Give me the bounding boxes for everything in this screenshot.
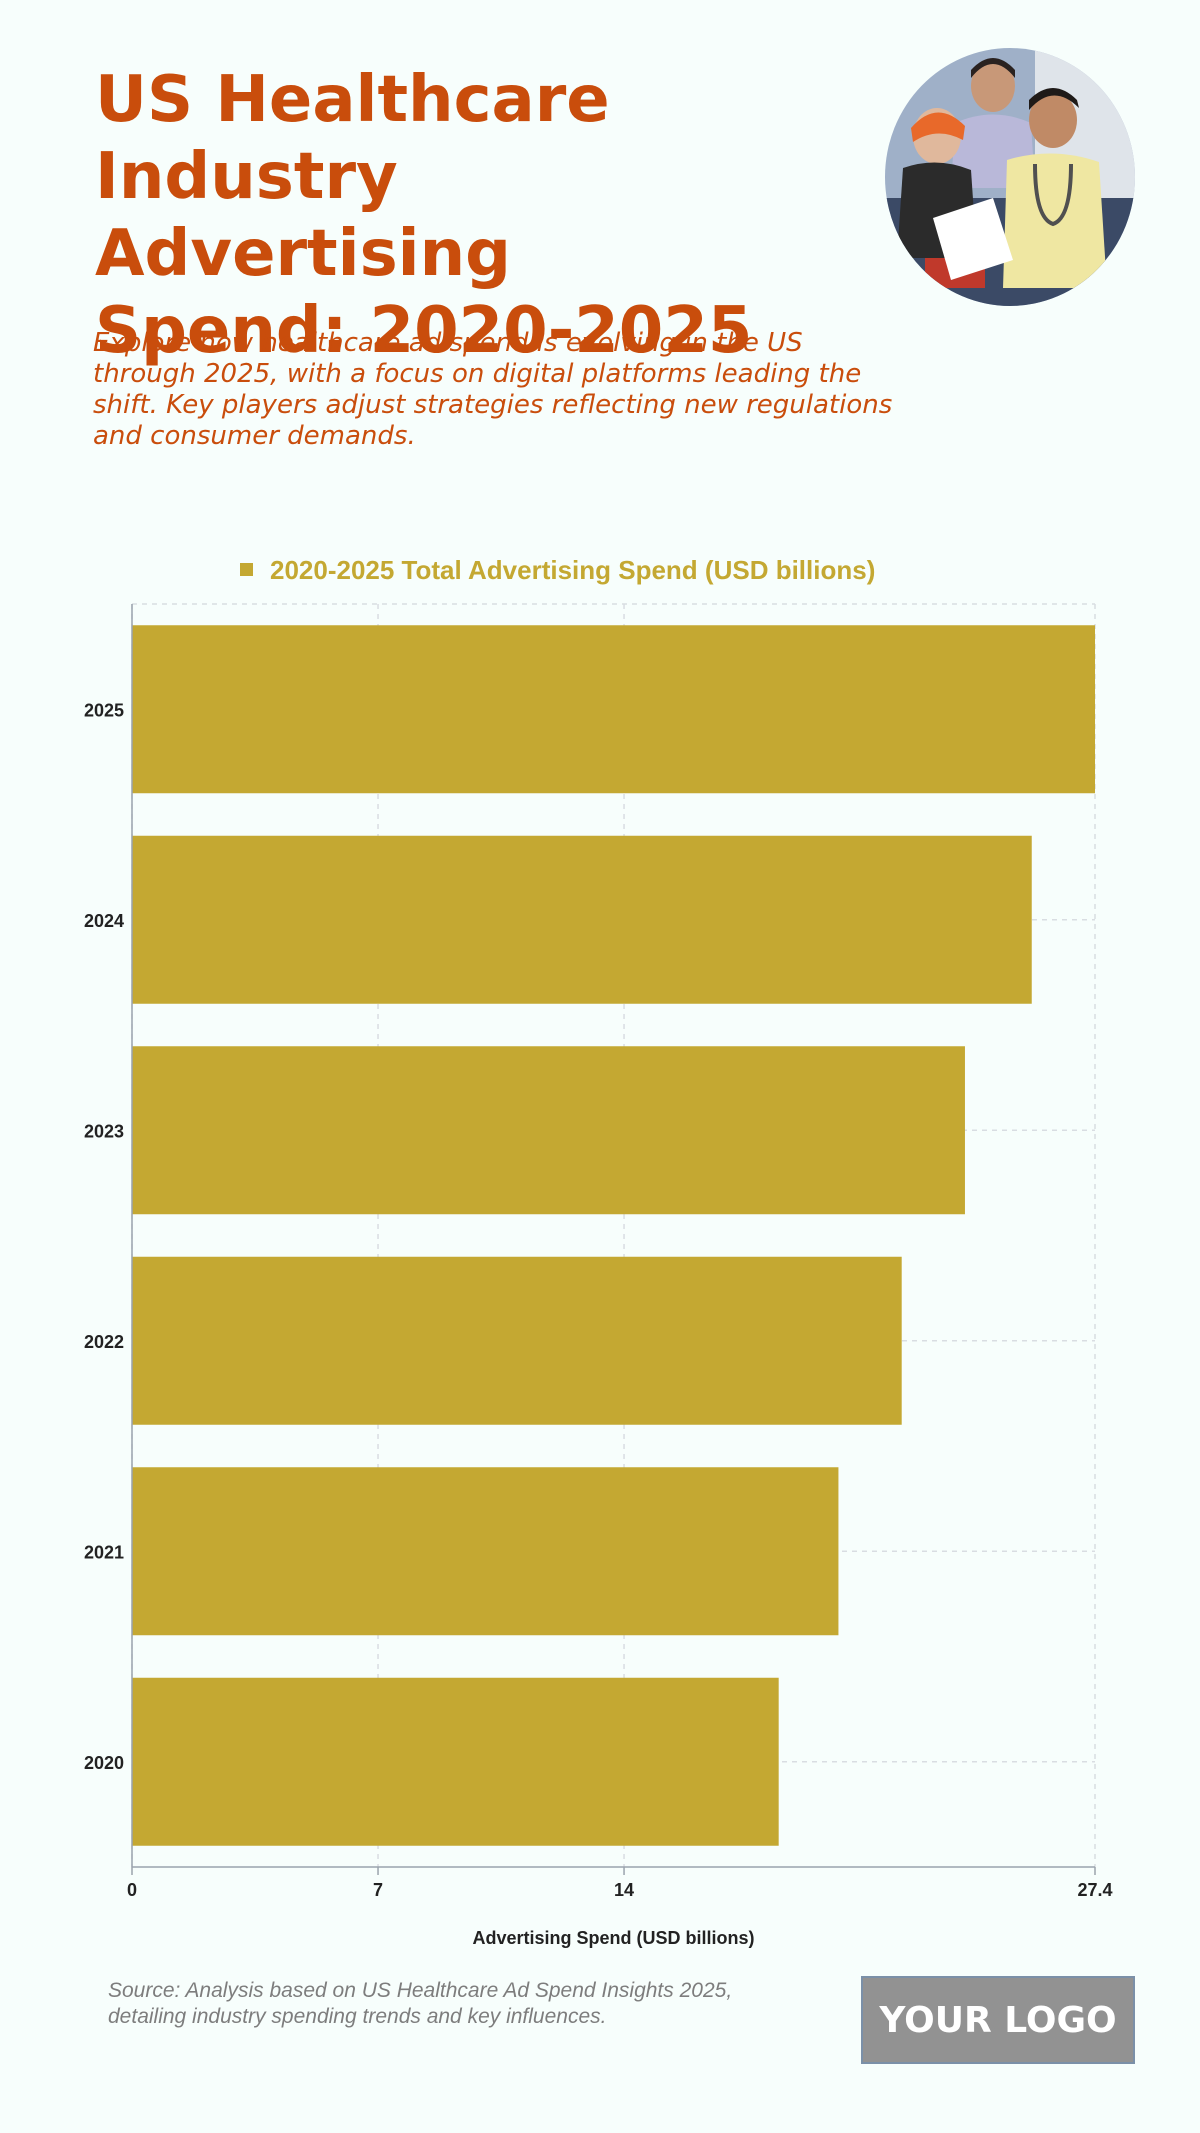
x-tick-label: 7 (373, 1880, 383, 1900)
y-tick-label: 2020 (84, 1753, 124, 1773)
bar (132, 625, 1095, 794)
x-tick-label: 14 (614, 1880, 634, 1900)
y-tick-label: 2022 (84, 1332, 124, 1352)
x-tick-label: 27.4 (1077, 1880, 1112, 1900)
page-title: US Healthcare Industry Advertising Spend… (95, 62, 895, 370)
bar (132, 1467, 839, 1636)
doctor-patient-illustration (885, 48, 1135, 306)
y-tick-label: 2021 (84, 1542, 124, 1562)
source-note: Source: Analysis based on US Healthcare … (108, 1979, 733, 2028)
y-tick-label: 2023 (84, 1121, 124, 1141)
logo-placeholder: YOUR LOGO (861, 1976, 1135, 2064)
y-tick-label: 2025 (84, 700, 124, 720)
title-line: US Healthcare Industry (95, 63, 610, 214)
doctor-patient-photo (885, 48, 1135, 306)
legend-swatch (240, 563, 253, 576)
title-line: Spend: 2020-2025 (95, 294, 753, 368)
bar-chart: 2020-2025 Total Advertising Spend (USD b… (0, 540, 1200, 1960)
x-axis-title: Advertising Spend (USD billions) (472, 1928, 754, 1948)
bar (132, 1046, 965, 1215)
chart-svg: 2020-2025 Total Advertising Spend (USD b… (84, 555, 1113, 1948)
bar (132, 1256, 902, 1425)
y-tick-label: 2024 (84, 911, 124, 931)
bar (132, 1677, 779, 1846)
bar (132, 835, 1032, 1004)
title-line: Advertising (95, 217, 511, 291)
page-subtitle: Explore how healthcare ad spend is evolv… (93, 328, 893, 451)
legend-label: 2020-2025 Total Advertising Spend (USD b… (270, 555, 875, 585)
x-tick-label: 0 (127, 1880, 137, 1900)
